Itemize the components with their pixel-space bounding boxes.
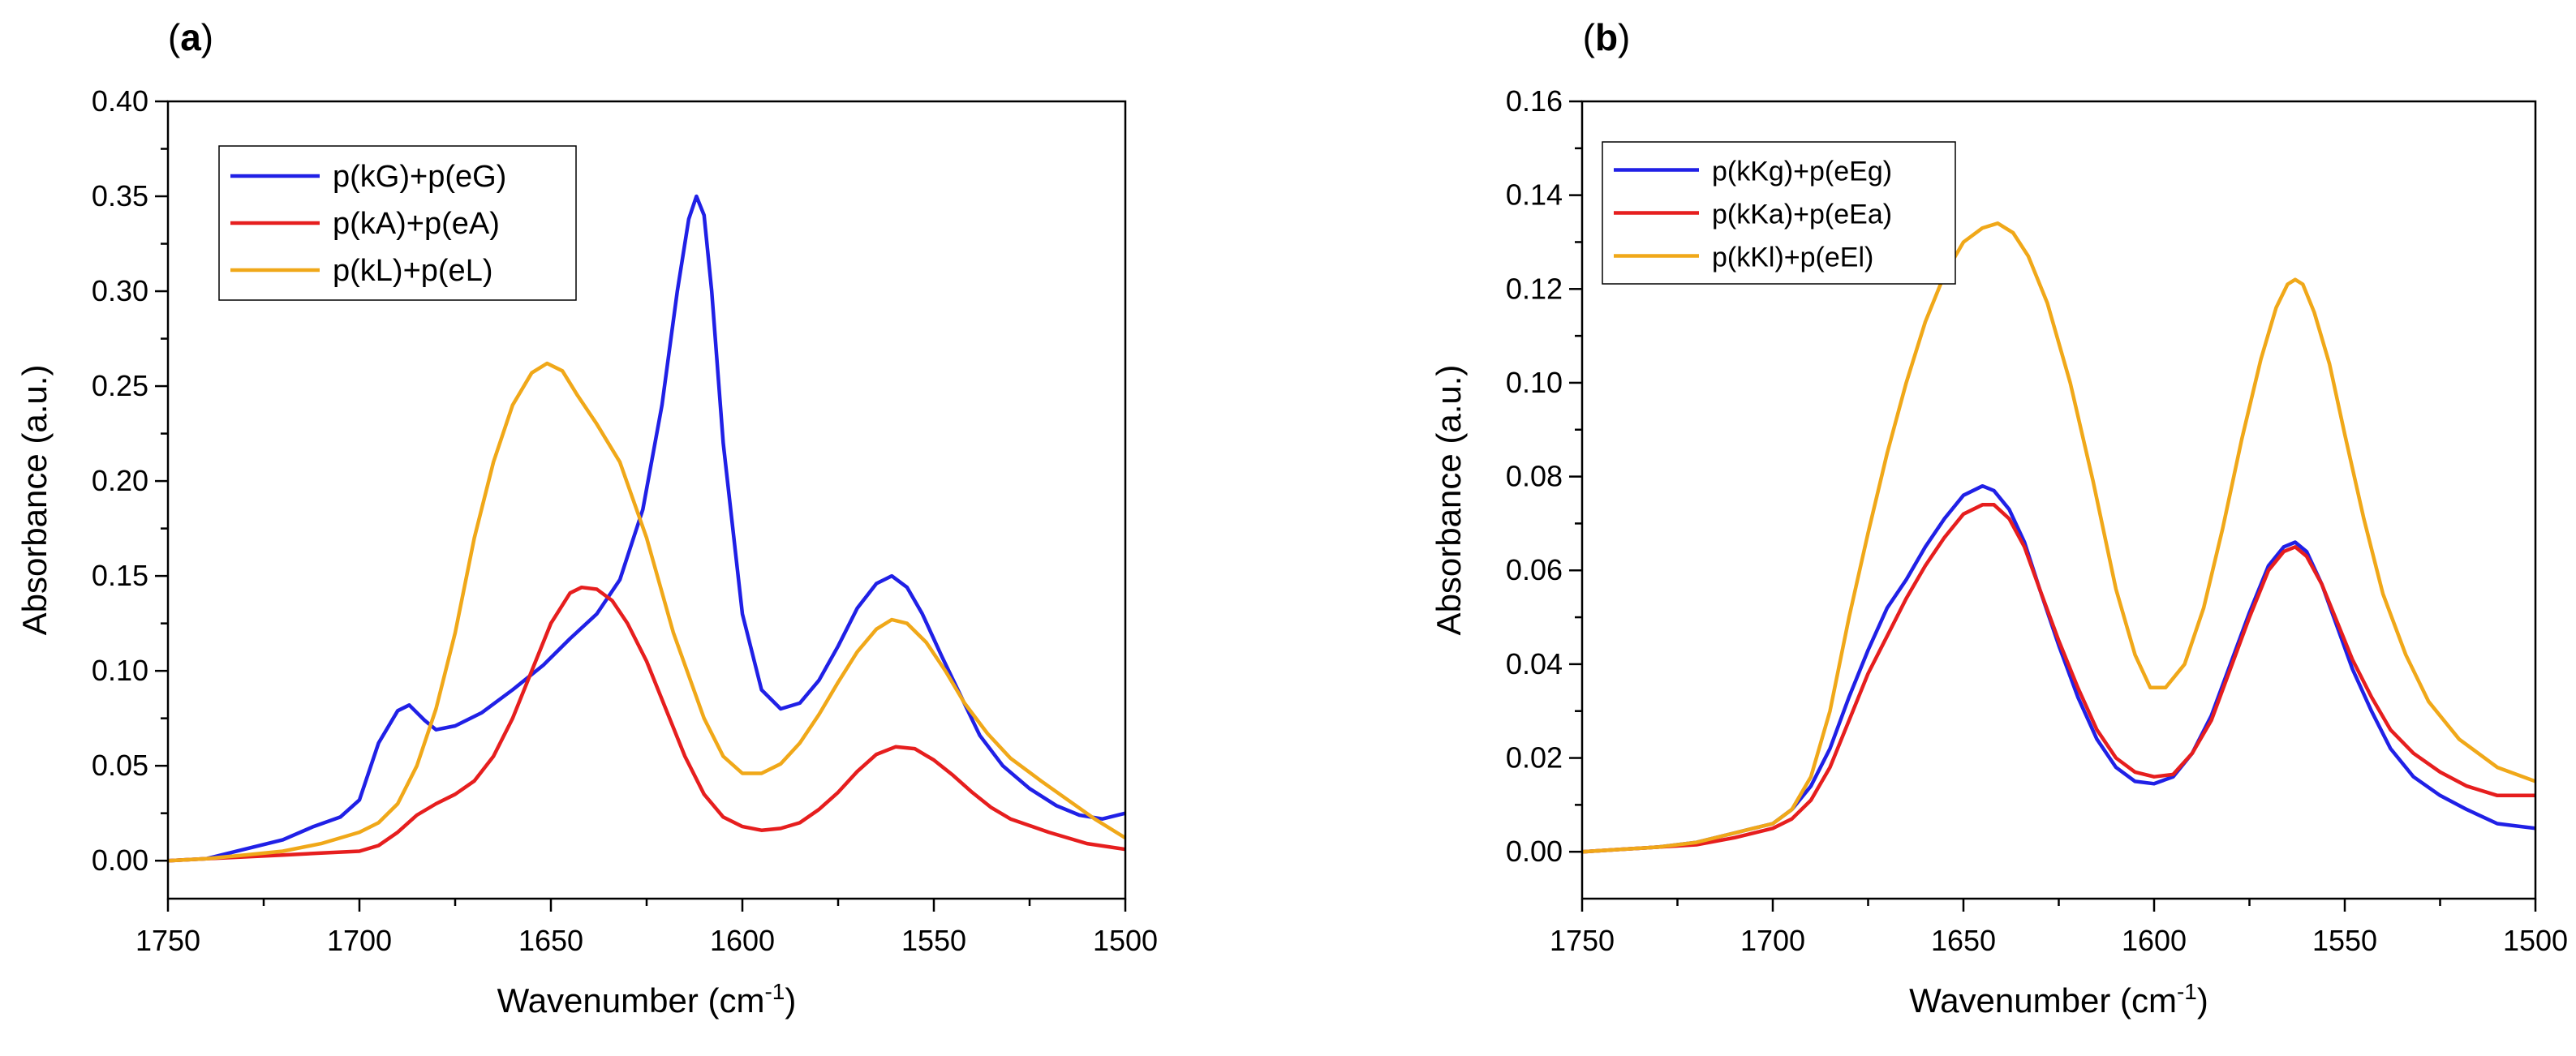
y-axis-title: Absorbance (a.u.) [15, 365, 54, 636]
panel-b: (b) 1750 1700 1650 1600 1550 1500 0.00 0.02 0.04 0… [1430, 16, 2568, 1020]
x-tick-label: 1650 [518, 924, 583, 957]
series-line-3 [168, 361, 1125, 863]
x-tick-label: 1600 [710, 924, 775, 957]
y-tick-label: 0.14 [1506, 178, 1563, 212]
x-tick-label: 1600 [2122, 924, 2187, 957]
x-tick-label: 1500 [2503, 924, 2568, 957]
x-tick-label: 1750 [1550, 924, 1615, 957]
series-line-1 [168, 194, 1125, 863]
panel-a: (a) 1750 1700 1650 1600 1550 1500 0.00 0.05 0.10 0… [15, 16, 1158, 1020]
y-tick-label: 0.20 [92, 464, 148, 497]
legend-label: p(kG)+p(eG) [333, 160, 506, 194]
y-tick-label: 0.00 [92, 844, 148, 877]
x-tick-label: 1700 [327, 924, 392, 957]
panel-letter: a [180, 16, 201, 58]
legend-label: p(kL)+p(eL) [333, 254, 492, 288]
x-tick-label: 1650 [1931, 924, 1996, 957]
series-line-3 [1582, 221, 2535, 854]
x-tick-label: 1550 [2312, 924, 2377, 957]
legend-label: p(kKa)+p(eEa) [1712, 200, 1892, 230]
legend-label: p(kKg)+p(eEg) [1712, 157, 1892, 187]
x-tick-label: 1500 [1093, 924, 1158, 957]
y-axis-title: Absorbance (a.u.) [1430, 365, 1468, 636]
panel-letter: b [1595, 16, 1618, 58]
y-tick-label: 0.30 [92, 274, 148, 307]
y-tick-label: 0.10 [1506, 366, 1563, 399]
y-tick-label: 0.05 [92, 749, 148, 782]
y-tick-label: 0.15 [92, 559, 148, 592]
series-line-2 [1582, 503, 2535, 854]
legend: p(kG)+p(eG) p(kA)+p(eA) p(kL)+p(eL) [218, 145, 577, 301]
y-tick-label: 0.16 [1506, 84, 1563, 118]
y-tick-label: 0.40 [92, 84, 148, 118]
series-line-2 [168, 585, 1125, 863]
y-tick-label: 0.02 [1506, 741, 1563, 775]
panel-label: (a) [168, 16, 213, 58]
panel-label: (b) [1583, 16, 1631, 58]
y-tick-label: 0.04 [1506, 647, 1563, 680]
x-tick-label: 1700 [1740, 924, 1805, 957]
legend: p(kKg)+p(eEg) p(kKa)+p(eEa) p(kKl)+p(eEl) [1602, 141, 1956, 285]
series-group [1582, 221, 2535, 854]
y-tick-label: 0.35 [92, 179, 148, 212]
series-line-1 [1582, 483, 2535, 854]
y-tick-label: 0.12 [1506, 272, 1563, 305]
y-tick-label: 0.08 [1506, 460, 1563, 493]
x-axis-title: Wavenumber (cm-1) [497, 979, 797, 1020]
x-axis-title: Wavenumber (cm-1) [1909, 979, 2208, 1020]
y-tick-label: 0.10 [92, 654, 148, 687]
legend-label: p(kKl)+p(eEl) [1712, 243, 1873, 273]
legend-label: p(kA)+p(eA) [333, 207, 500, 241]
x-tick-label: 1550 [901, 924, 966, 957]
x-tick-label: 1750 [135, 924, 200, 957]
y-tick-label: 0.06 [1506, 553, 1563, 586]
y-tick-label: 0.25 [92, 369, 148, 402]
series-group [168, 194, 1125, 863]
y-tick-label: 0.00 [1506, 835, 1563, 868]
